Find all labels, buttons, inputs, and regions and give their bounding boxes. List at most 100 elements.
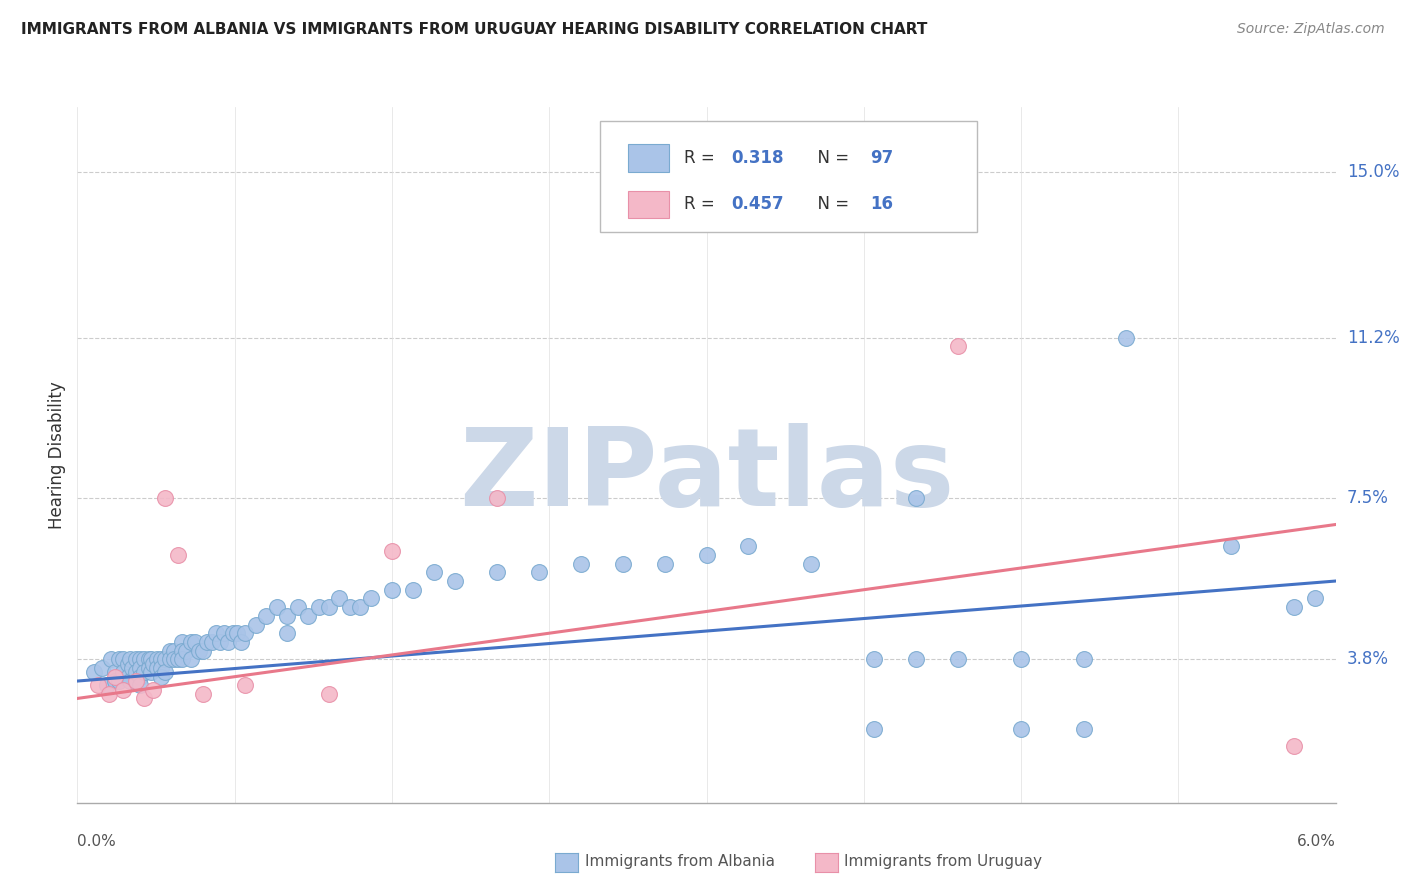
Point [444,574,467,588]
Point [104,674,127,689]
Text: ZIPatlas: ZIPatlas [458,423,955,529]
Point [138,661,160,675]
Point [1010,722,1032,736]
Point [905,652,928,666]
Point [117,670,139,684]
Point [134,665,156,680]
Point [167,548,190,562]
Point [150,670,173,684]
Point [1073,652,1095,666]
Point [1115,330,1137,344]
Point [1010,652,1032,666]
Point [129,661,152,675]
Point [150,661,173,675]
Point [191,643,215,657]
Point [225,626,247,640]
Point [233,678,256,692]
Point [245,617,267,632]
Point [217,635,239,649]
Point [180,635,202,649]
Point [129,670,152,684]
Point [108,652,131,666]
Text: N =: N = [807,149,855,167]
Point [134,652,156,666]
Point [276,626,298,640]
Point [287,600,309,615]
Point [948,339,970,353]
Point [1073,722,1095,736]
Point [200,635,222,649]
Point [948,652,970,666]
Text: 16: 16 [870,195,893,213]
Point [172,652,194,666]
Point [108,674,131,689]
Text: N =: N = [807,195,855,213]
Text: IMMIGRANTS FROM ALBANIA VS IMMIGRANTS FROM URUGUAY HEARING DISABILITY CORRELATIO: IMMIGRANTS FROM ALBANIA VS IMMIGRANTS FR… [21,22,928,37]
Point [125,674,148,689]
Text: 7.5%: 7.5% [1347,490,1389,508]
Point [195,635,218,649]
Point [204,626,226,640]
Point [349,600,371,615]
Point [800,557,823,571]
Point [328,591,350,606]
Point [1219,539,1241,553]
Point [1282,739,1305,754]
Point [863,652,886,666]
Point [172,643,194,657]
Text: 6.0%: 6.0% [1296,834,1336,849]
Point [134,691,156,706]
Text: R =: R = [683,149,720,167]
Point [191,687,215,701]
Point [142,657,165,671]
Point [104,665,127,680]
Point [163,652,186,666]
Point [139,652,162,666]
Point [654,557,676,571]
Text: R =: R = [683,195,720,213]
Point [254,608,277,623]
Point [1303,591,1326,606]
Point [485,566,508,580]
Point [117,657,139,671]
Point [233,626,256,640]
Point [104,670,127,684]
Point [112,652,135,666]
Point [229,635,252,649]
Point [91,661,114,675]
Point [188,643,211,657]
Point [129,678,152,692]
Point [112,665,135,680]
Text: Source: ZipAtlas.com: Source: ZipAtlas.com [1237,22,1385,37]
FancyBboxPatch shape [628,191,669,219]
Point [863,722,886,736]
Point [159,652,181,666]
Point [146,652,169,666]
Text: 3.8%: 3.8% [1347,650,1389,668]
Point [96,678,118,692]
Point [112,682,135,697]
Point [83,665,105,680]
Point [176,643,198,657]
Point [167,652,190,666]
Point [423,566,446,580]
Point [97,687,120,701]
Point [208,635,231,649]
Point [612,557,634,571]
Point [381,582,404,597]
Point [737,539,759,553]
Point [696,548,718,562]
Point [360,591,382,606]
Point [339,600,361,615]
Point [100,652,122,666]
Point [125,652,148,666]
Point [142,682,165,697]
Point [163,643,186,657]
Point [318,600,340,615]
Point [381,543,404,558]
Point [129,652,152,666]
Point [276,608,298,623]
Point [905,491,928,506]
Point [297,608,319,623]
Point [402,582,425,597]
